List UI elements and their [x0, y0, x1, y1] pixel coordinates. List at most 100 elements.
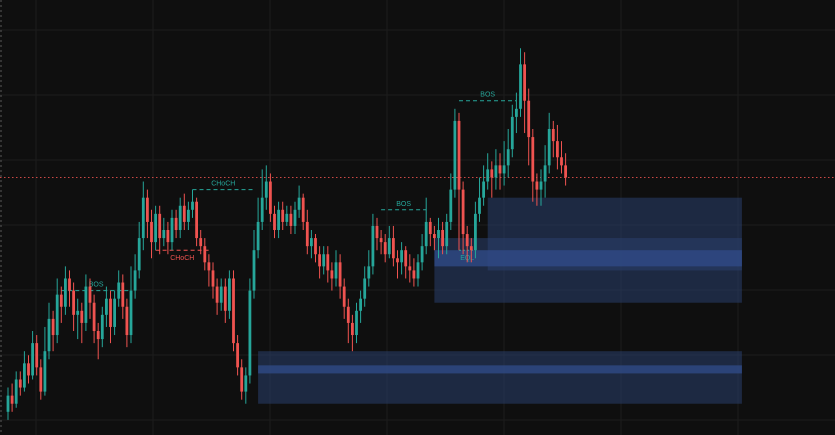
candle[interactable]: [515, 92, 518, 134]
candle[interactable]: [465, 225, 469, 263]
candle[interactable]: [482, 165, 485, 206]
candle[interactable]: [109, 290, 112, 344]
candle[interactable]: [449, 173, 453, 230]
candle[interactable]: [420, 234, 424, 271]
candle[interactable]: [392, 225, 395, 267]
candle[interactable]: [453, 108, 457, 198]
candle[interactable]: [248, 278, 252, 384]
candle[interactable]: [428, 217, 432, 247]
candle[interactable]: [121, 274, 125, 319]
candle[interactable]: [355, 302, 358, 344]
candle[interactable]: [379, 230, 383, 255]
candle[interactable]: [117, 270, 121, 307]
candle[interactable]: [260, 169, 264, 230]
candle[interactable]: [457, 112, 461, 251]
candle[interactable]: [359, 290, 362, 323]
candle[interactable]: [543, 145, 547, 198]
candle[interactable]: [326, 246, 330, 283]
candle[interactable]: [27, 355, 30, 384]
candle[interactable]: [150, 209, 153, 259]
candle[interactable]: [527, 88, 531, 166]
candle[interactable]: [375, 217, 379, 251]
candle[interactable]: [141, 181, 145, 251]
candle[interactable]: [18, 371, 22, 396]
candle[interactable]: [367, 250, 371, 287]
candle[interactable]: [100, 306, 104, 348]
candle[interactable]: [166, 221, 170, 255]
candle[interactable]: [490, 161, 494, 198]
candle[interactable]: [23, 351, 26, 392]
candle[interactable]: [96, 322, 100, 360]
candle[interactable]: [170, 209, 174, 251]
candle[interactable]: [236, 335, 239, 376]
candle[interactable]: [154, 205, 157, 251]
candle[interactable]: [264, 165, 268, 210]
candle[interactable]: [338, 254, 342, 299]
candle[interactable]: [35, 335, 39, 376]
candle[interactable]: [158, 205, 162, 255]
candle[interactable]: [556, 124, 559, 170]
candle[interactable]: [437, 217, 440, 259]
candle[interactable]: [469, 238, 473, 263]
candle[interactable]: [47, 302, 51, 360]
candle[interactable]: [502, 141, 506, 186]
candle[interactable]: [281, 201, 285, 230]
candle[interactable]: [203, 238, 207, 271]
candle[interactable]: [178, 197, 182, 239]
candle[interactable]: [273, 205, 276, 239]
candle[interactable]: [199, 230, 203, 255]
candle[interactable]: [80, 302, 84, 344]
candle[interactable]: [84, 274, 88, 331]
candle[interactable]: [498, 153, 502, 190]
candle[interactable]: [125, 298, 129, 348]
candle[interactable]: [88, 278, 92, 319]
candle[interactable]: [396, 250, 399, 279]
candle[interactable]: [277, 201, 280, 239]
candle[interactable]: [182, 193, 186, 230]
candle[interactable]: [322, 246, 326, 275]
candle[interactable]: [211, 262, 215, 299]
candle[interactable]: [191, 189, 194, 218]
candle[interactable]: [564, 153, 567, 186]
candle[interactable]: [244, 367, 248, 404]
candle[interactable]: [314, 234, 317, 263]
candle[interactable]: [330, 262, 334, 291]
candle[interactable]: [478, 177, 481, 222]
candle[interactable]: [92, 294, 96, 344]
candle[interactable]: [461, 181, 465, 255]
candle[interactable]: [129, 266, 133, 344]
candle[interactable]: [523, 52, 526, 134]
candle[interactable]: [174, 209, 178, 239]
candle[interactable]: [441, 221, 444, 255]
candle[interactable]: [223, 278, 227, 323]
candle[interactable]: [252, 230, 256, 299]
candle[interactable]: [105, 286, 108, 327]
candle[interactable]: [445, 213, 449, 255]
candle[interactable]: [371, 213, 375, 275]
candle[interactable]: [39, 359, 43, 400]
candle[interactable]: [10, 383, 14, 412]
candle[interactable]: [539, 169, 543, 206]
candle[interactable]: [433, 225, 436, 251]
candle[interactable]: [547, 112, 551, 174]
candle[interactable]: [334, 250, 338, 287]
candle[interactable]: [146, 189, 149, 239]
candle[interactable]: [232, 270, 235, 352]
candle[interactable]: [408, 254, 412, 283]
candle[interactable]: [64, 266, 67, 315]
candle[interactable]: [387, 225, 391, 259]
candle[interactable]: [346, 298, 350, 344]
candle[interactable]: [162, 217, 166, 247]
candle[interactable]: [14, 371, 18, 408]
candle[interactable]: [256, 197, 260, 259]
candle[interactable]: [560, 141, 563, 174]
candle[interactable]: [68, 270, 71, 307]
candle[interactable]: [474, 201, 477, 259]
candle[interactable]: [59, 286, 63, 323]
candle[interactable]: [318, 246, 321, 279]
candle[interactable]: [297, 185, 301, 218]
candle[interactable]: [305, 209, 309, 255]
candle[interactable]: [506, 129, 510, 178]
candle[interactable]: [404, 246, 408, 279]
